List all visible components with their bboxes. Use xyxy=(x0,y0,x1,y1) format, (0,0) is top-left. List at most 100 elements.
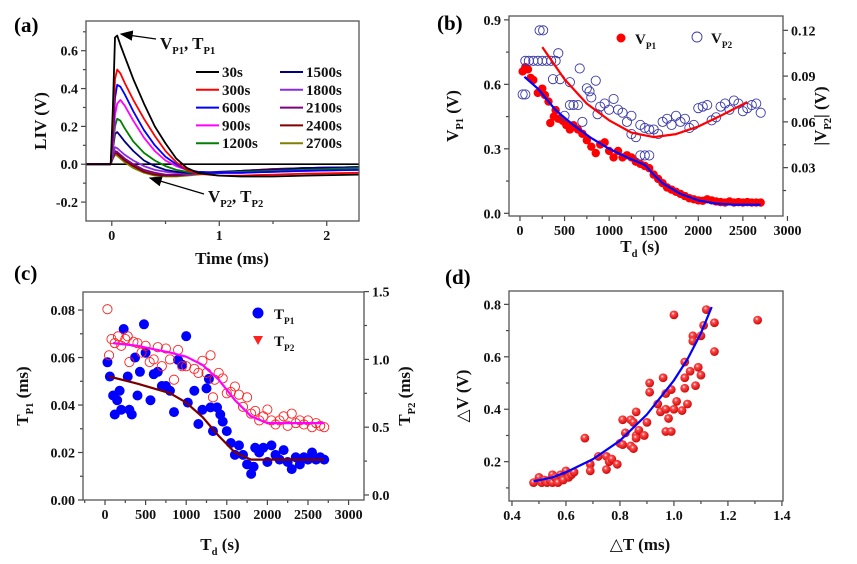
y2-tick-label: 0.03 xyxy=(791,162,816,177)
y2-tick-label: 1.5 xyxy=(372,286,390,301)
x-axis-label: △T (ms) xyxy=(610,535,670,554)
panel-label: (a) xyxy=(14,13,39,37)
data-point xyxy=(559,110,570,121)
data-point xyxy=(585,466,595,476)
data-point xyxy=(753,315,763,325)
y-axis-label: LIV (V) xyxy=(31,92,50,150)
panel-a: 0 1 2 -0.2 0.0 0.2 0.4 0.6 (a) Time (ms) LIV (V) 30… xyxy=(14,13,360,268)
data-point xyxy=(696,370,706,380)
data-point xyxy=(670,110,682,121)
data-point xyxy=(189,363,200,374)
y-tick-label: 0.6 xyxy=(61,45,79,60)
y-tick-label: 0.06 xyxy=(51,352,76,367)
data-point xyxy=(546,55,557,66)
data-point xyxy=(523,65,533,74)
data-point xyxy=(250,405,261,416)
legend-label: 900s xyxy=(222,118,251,134)
data-point xyxy=(586,92,597,103)
text-part: T xyxy=(13,414,32,426)
data-point xyxy=(122,371,133,382)
fit-curve xyxy=(523,75,761,206)
x-tick-label: 1 xyxy=(216,229,223,244)
plot-area xyxy=(517,25,766,207)
fit-curve xyxy=(533,306,713,483)
y-tick-label: 0.6 xyxy=(484,78,502,93)
data-point xyxy=(629,444,638,453)
y-axis-label: △V (V) xyxy=(453,370,472,423)
legend-label: 2100s xyxy=(306,101,342,117)
data-point xyxy=(653,129,664,140)
panel-d: 0.4 0.6 0.8 1.0 1.2 1.4 0.2 0.4 0.6 0.8 (d) △T (ms)… xyxy=(445,265,791,554)
data-point xyxy=(618,415,628,425)
data-point xyxy=(582,136,592,145)
data-point xyxy=(645,387,655,397)
legend-label: 1800s xyxy=(306,83,342,99)
text-part: △V (V) xyxy=(453,370,472,423)
data-point xyxy=(286,408,297,419)
legend-label: 1200s xyxy=(222,136,258,152)
data-point xyxy=(148,354,159,365)
data-point xyxy=(677,406,687,415)
x-tick-label: 0 xyxy=(108,229,115,244)
text-part: T xyxy=(274,334,284,350)
data-point xyxy=(233,440,244,451)
data-point xyxy=(102,357,113,368)
x-tick-label: 3000 xyxy=(773,224,801,239)
y2-tick-label: 0.0 xyxy=(372,489,390,504)
data-point xyxy=(746,100,757,111)
data-point xyxy=(669,404,679,414)
data-point xyxy=(270,419,281,430)
data-point xyxy=(286,464,297,475)
text-part: LIV (V) xyxy=(31,92,50,150)
data-point xyxy=(608,93,619,105)
y2-tick-label: 0.06 xyxy=(791,116,816,131)
data-point xyxy=(164,354,176,365)
y-axis-label: TP1 (ms) xyxy=(13,366,36,425)
subscript: P2 xyxy=(823,118,834,130)
x-tick-label: 0 xyxy=(516,224,523,239)
y2-tick-label: 1.0 xyxy=(372,353,390,368)
x-axis-label: Td (s) xyxy=(200,535,239,558)
data-point xyxy=(666,119,677,130)
x-tick-label: 1500 xyxy=(213,508,241,523)
y2-axis-label: TP2 (ms) xyxy=(395,366,418,425)
legend-label: 600s xyxy=(222,101,251,117)
annotation-label: VP2, TP2 xyxy=(208,187,263,210)
text-part: T xyxy=(274,307,284,323)
data-point xyxy=(685,366,695,376)
x-tick-label: 1500 xyxy=(640,224,668,239)
data-point xyxy=(578,129,587,138)
data-point xyxy=(710,318,719,328)
data-point xyxy=(193,367,204,378)
legend-label: 300s xyxy=(222,83,251,99)
data-point xyxy=(520,55,531,66)
x-tick-label: 2 xyxy=(323,229,330,244)
data-point xyxy=(639,431,649,440)
data-point xyxy=(193,419,204,430)
data-point xyxy=(580,433,590,443)
data-point xyxy=(156,361,167,372)
panel-b: 0 500 1000 1500 2000 2500 3000 0.0 0.3 0.6 0.9 0.03… xyxy=(437,11,834,260)
data-point xyxy=(642,417,652,427)
data-point xyxy=(644,150,655,161)
text-part: V xyxy=(160,34,173,53)
data-point xyxy=(755,107,766,118)
data-point xyxy=(248,461,259,472)
subscript: P2 xyxy=(722,41,733,51)
x-tick-label: 1000 xyxy=(595,224,623,239)
data-point xyxy=(315,420,326,431)
data-point xyxy=(207,392,219,403)
annotation-label: VP1, TP1 xyxy=(160,34,215,57)
legend-label: TP2 xyxy=(274,334,295,354)
y-tick-label: 0.00 xyxy=(51,494,76,509)
x-tick-label: 0 xyxy=(102,508,109,523)
data-point xyxy=(564,77,575,88)
data-point xyxy=(639,150,650,161)
data-point xyxy=(205,350,216,361)
text-part: | (V) xyxy=(811,86,830,118)
text-part: Time (ms) xyxy=(195,249,269,268)
data-point xyxy=(242,392,253,403)
data-point xyxy=(534,25,545,36)
data-point xyxy=(177,361,188,372)
data-point xyxy=(617,107,628,118)
